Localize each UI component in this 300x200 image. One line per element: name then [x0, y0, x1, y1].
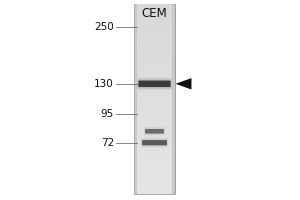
FancyBboxPatch shape — [138, 80, 171, 87]
Text: CEM: CEM — [142, 7, 167, 20]
Polygon shape — [176, 78, 191, 90]
Bar — [137, 4, 172, 194]
Text: 95: 95 — [101, 109, 114, 119]
FancyBboxPatch shape — [145, 129, 164, 134]
Text: 130: 130 — [94, 79, 114, 89]
FancyBboxPatch shape — [137, 78, 172, 90]
FancyBboxPatch shape — [142, 140, 167, 145]
Text: 72: 72 — [101, 138, 114, 148]
FancyBboxPatch shape — [144, 127, 165, 135]
FancyBboxPatch shape — [141, 138, 168, 147]
Text: 250: 250 — [94, 22, 114, 32]
Bar — [134, 4, 176, 194]
